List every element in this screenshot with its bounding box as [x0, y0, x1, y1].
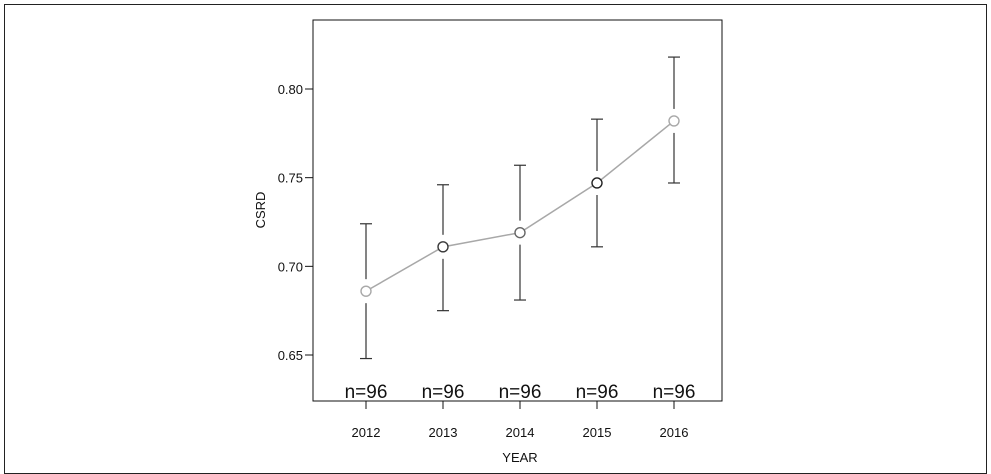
figure-frame — [4, 4, 987, 474]
data-point — [668, 115, 680, 127]
data-point — [360, 285, 372, 297]
x-tick-label: 2012 — [352, 425, 381, 440]
n-label: n=96 — [345, 382, 388, 403]
y-axis: 0.65 0.70 0.75 0.80 — [278, 82, 313, 363]
y-axis-title: CSRD — [253, 192, 268, 229]
x-tick-label: 2013 — [429, 425, 458, 440]
plot-area — [312, 19, 723, 402]
data-point — [514, 226, 526, 239]
error-bars — [360, 56, 680, 360]
y-tick-label: 0.80 — [278, 82, 303, 97]
data-point — [437, 241, 449, 253]
y-tick-label: 0.70 — [278, 259, 303, 274]
n-label: n=96 — [576, 382, 619, 403]
x-tick-label: 2014 — [506, 425, 535, 440]
x-tick-label: 2016 — [660, 425, 689, 440]
x-tick-label: 2015 — [583, 425, 612, 440]
n-label: n=96 — [653, 382, 696, 403]
y-tick-label: 0.65 — [278, 348, 303, 363]
x-axis: 2012 2013 2014 2015 2016 — [352, 401, 689, 440]
x-axis-title: YEAR — [502, 450, 537, 465]
n-label: n=96 — [499, 382, 542, 403]
y-tick-label: 0.75 — [278, 171, 303, 186]
data-point — [591, 177, 603, 189]
n-label: n=96 — [422, 382, 465, 403]
n-labels: n=96 n=96 n=96 n=96 n=96 — [345, 382, 696, 403]
data-points — [360, 115, 680, 297]
